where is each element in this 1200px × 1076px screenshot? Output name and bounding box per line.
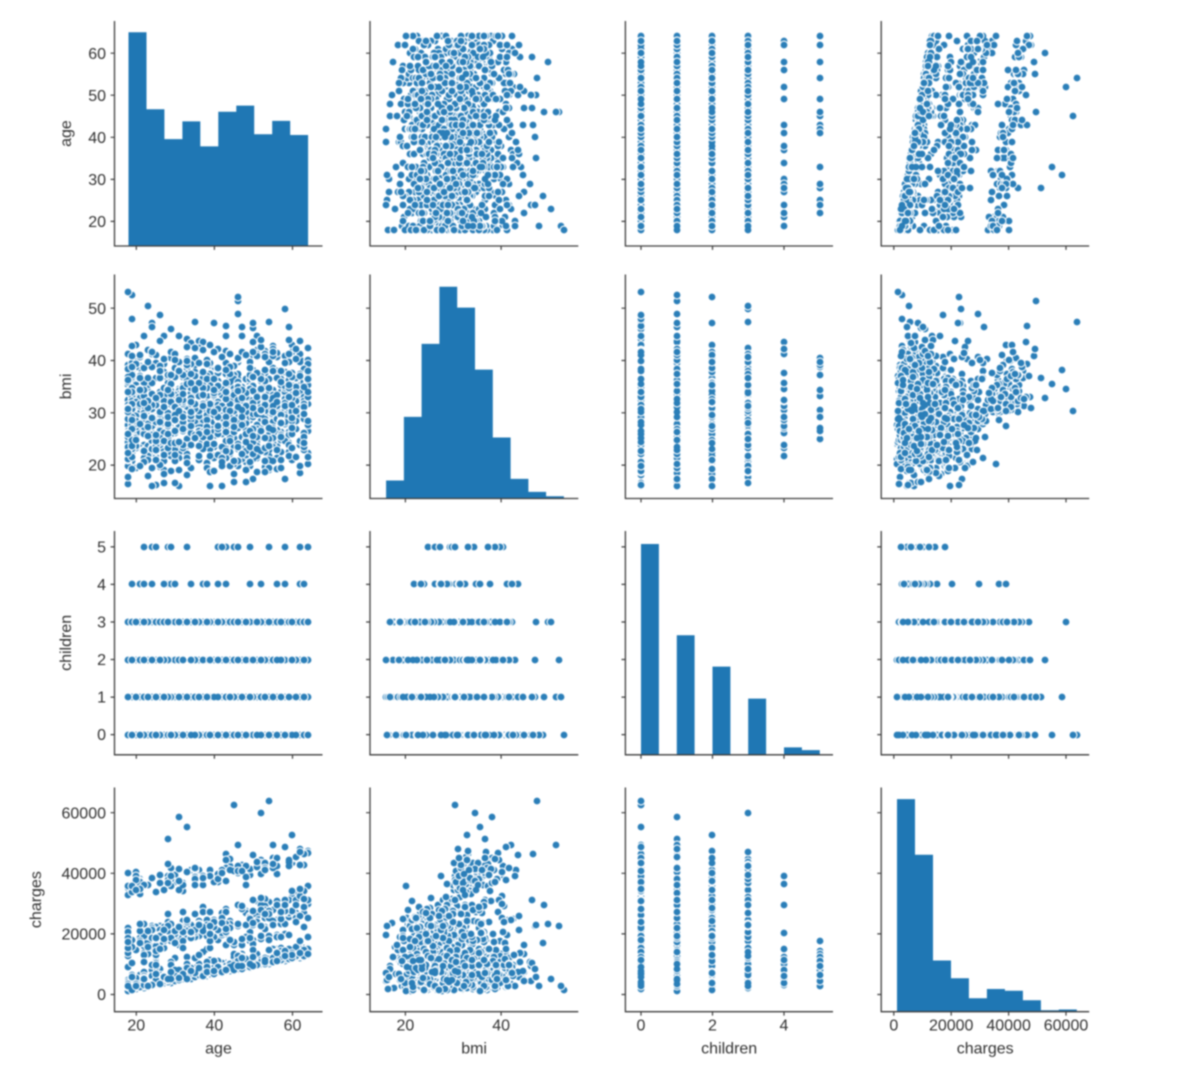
svg-text:40: 40: [492, 1018, 510, 1035]
svg-text:40: 40: [206, 1018, 224, 1035]
svg-text:20: 20: [88, 458, 106, 475]
svg-text:20: 20: [397, 1018, 415, 1035]
svg-text:0: 0: [889, 1018, 898, 1035]
svg-text:1: 1: [97, 690, 106, 707]
svg-text:40: 40: [88, 353, 106, 370]
svg-text:0: 0: [637, 1018, 646, 1035]
svg-text:charges: charges: [28, 871, 45, 928]
svg-text:20: 20: [127, 1018, 145, 1035]
svg-text:60: 60: [284, 1018, 302, 1035]
svg-text:20000: 20000: [62, 927, 107, 944]
svg-text:30: 30: [88, 405, 106, 422]
svg-text:3: 3: [97, 615, 106, 632]
svg-text:5: 5: [97, 540, 106, 557]
svg-text:age: age: [205, 1041, 232, 1058]
svg-text:children: children: [58, 615, 75, 671]
svg-text:4: 4: [97, 577, 106, 594]
svg-text:60000: 60000: [62, 805, 107, 822]
svg-text:bmi: bmi: [58, 374, 75, 400]
svg-text:charges: charges: [957, 1041, 1014, 1058]
svg-text:60000: 60000: [1044, 1018, 1089, 1035]
svg-text:40000: 40000: [62, 866, 107, 883]
svg-text:2: 2: [708, 1018, 717, 1035]
svg-text:0: 0: [97, 727, 106, 744]
svg-text:4: 4: [780, 1018, 789, 1035]
svg-text:40000: 40000: [986, 1018, 1031, 1035]
svg-text:30: 30: [88, 172, 106, 189]
svg-text:50: 50: [88, 301, 106, 318]
svg-text:60: 60: [88, 46, 106, 63]
svg-text:0: 0: [97, 987, 106, 1004]
svg-text:age: age: [58, 120, 75, 147]
svg-text:40: 40: [88, 130, 106, 147]
svg-text:2: 2: [97, 652, 106, 669]
svg-text:20: 20: [88, 214, 106, 231]
svg-text:20000: 20000: [929, 1018, 974, 1035]
svg-text:bmi: bmi: [461, 1041, 487, 1058]
svg-text:children: children: [701, 1041, 757, 1058]
svg-text:50: 50: [88, 88, 106, 105]
